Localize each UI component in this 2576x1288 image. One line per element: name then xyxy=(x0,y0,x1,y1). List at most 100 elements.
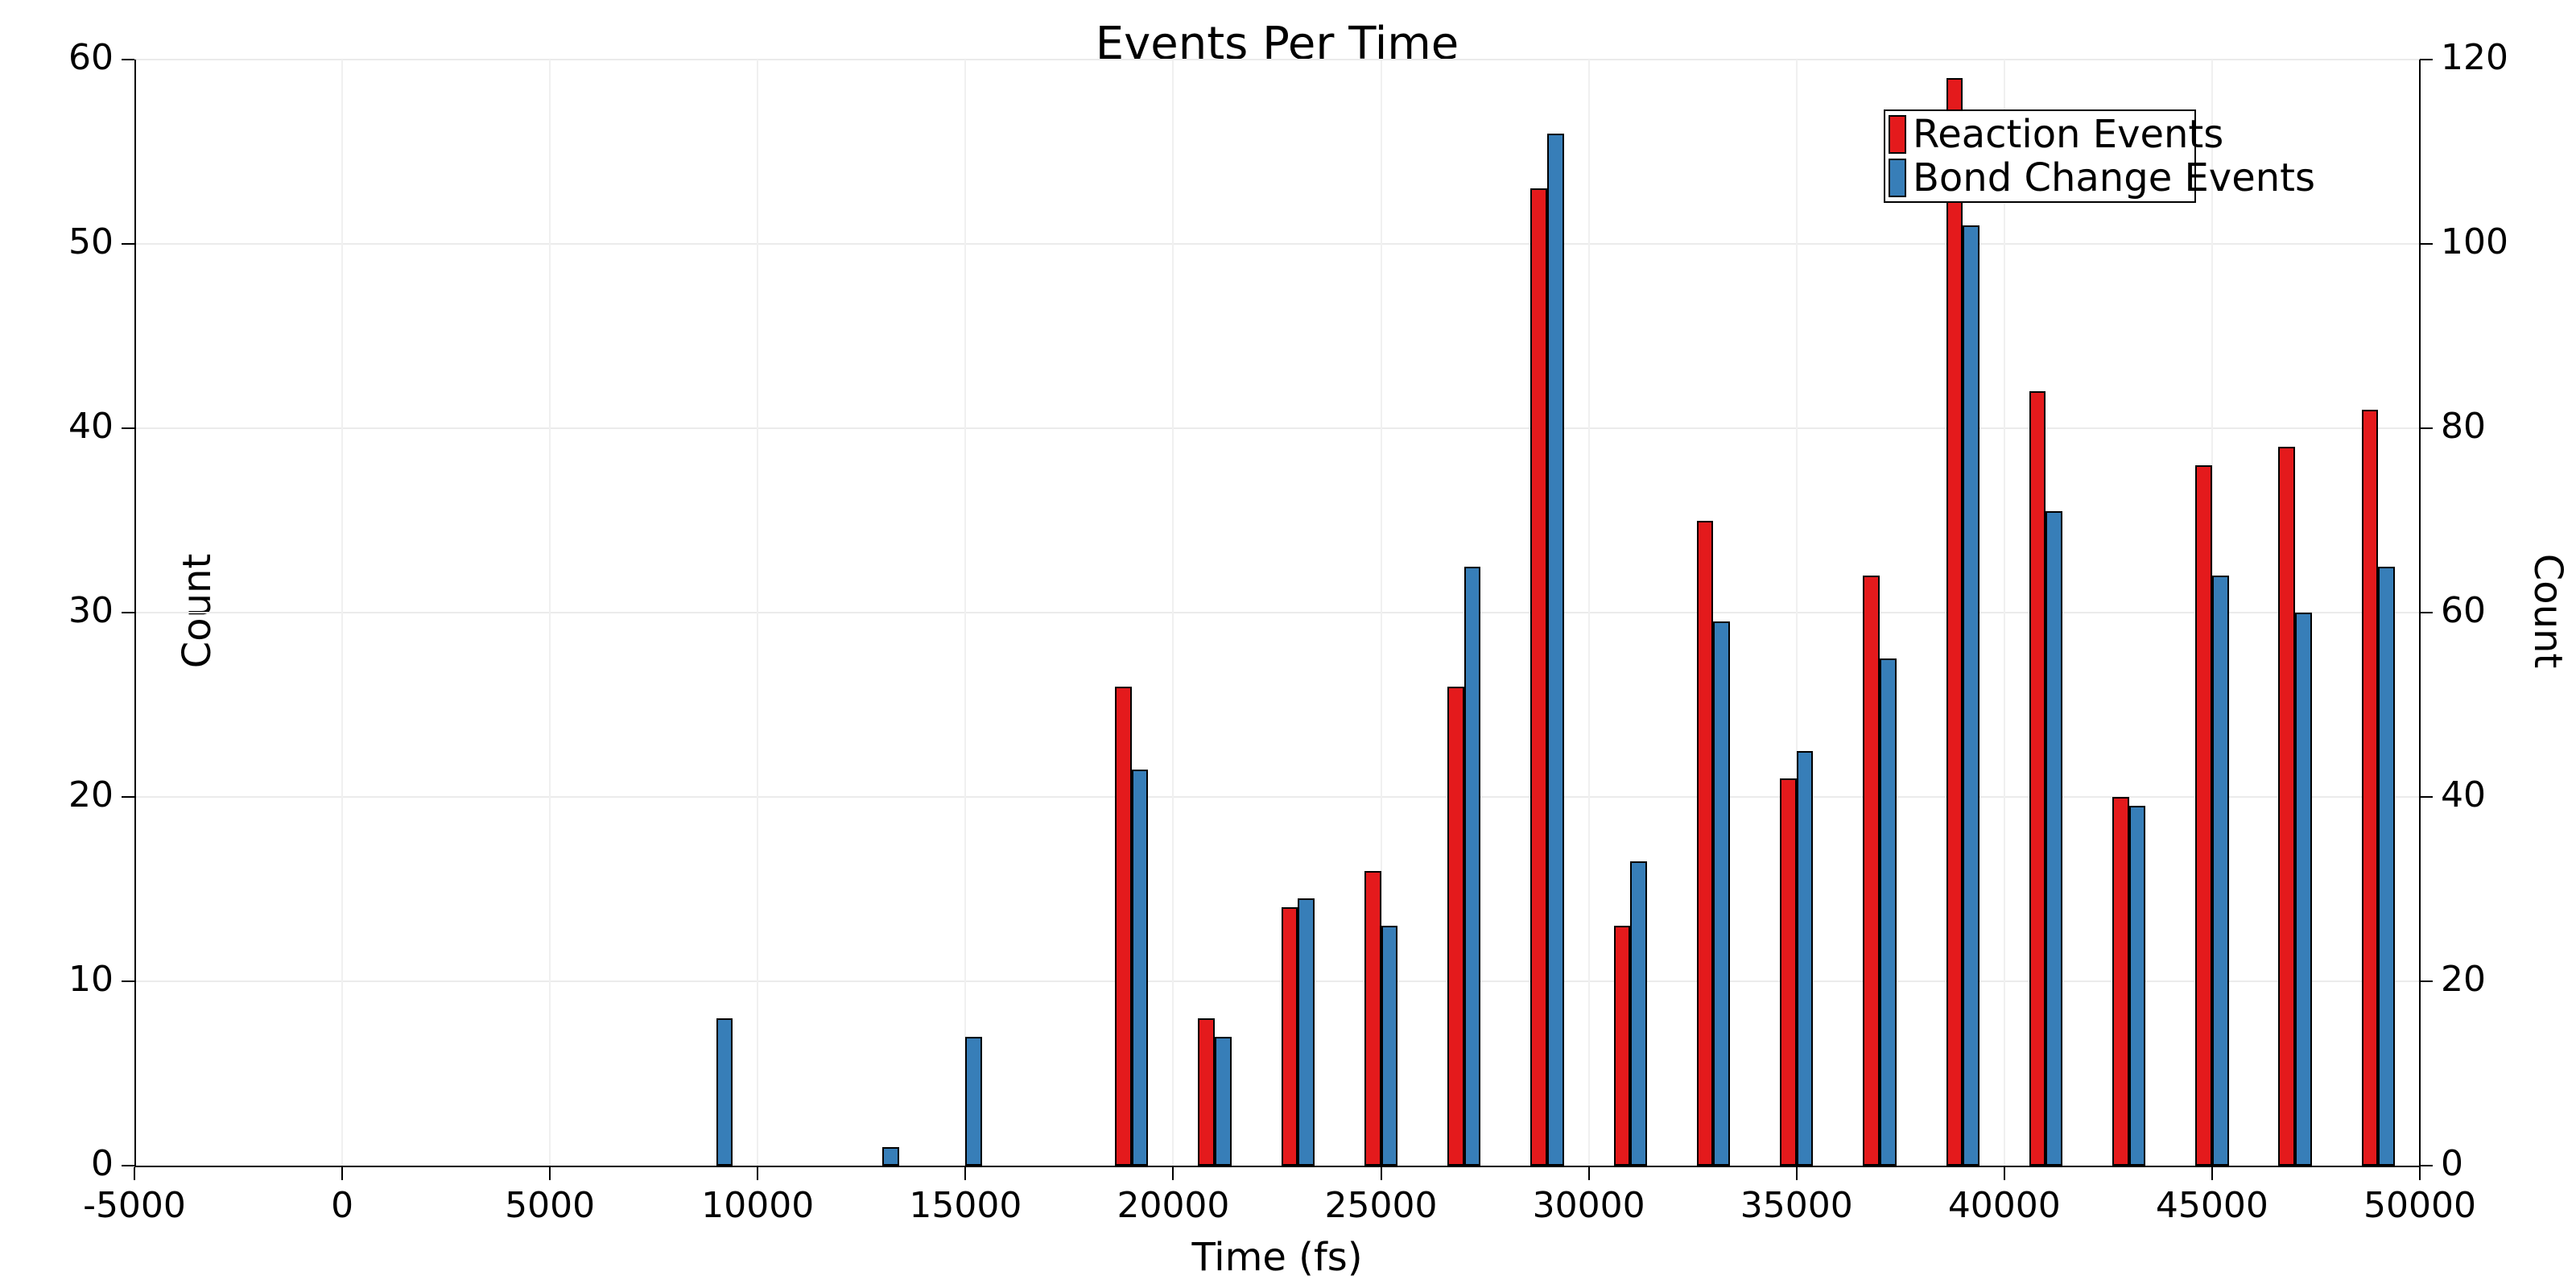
bar-reaction-events xyxy=(2361,410,2379,1166)
bar-reaction-events xyxy=(1780,778,1797,1166)
bar-bond-change-events xyxy=(1630,861,1647,1166)
bar-reaction-events xyxy=(2112,797,2129,1166)
h-gridline xyxy=(134,427,2420,429)
h-gridline xyxy=(134,612,2420,613)
bar-bond-change-events xyxy=(1963,225,1979,1166)
bar-bond-change-events xyxy=(1547,133,1564,1166)
v-gridline xyxy=(757,60,759,1166)
y-tick-label-right: 20 xyxy=(2441,959,2486,1000)
bar-reaction-events xyxy=(2195,464,2212,1166)
y-tick-right xyxy=(2420,1165,2433,1166)
bar-bond-change-events xyxy=(1215,1036,1232,1166)
x-tick xyxy=(549,1167,551,1180)
y-axis-label-left: Count xyxy=(175,553,220,669)
v-gridline xyxy=(549,60,551,1166)
y-tick-label-left: 10 xyxy=(68,959,114,1000)
v-gridline xyxy=(341,60,344,1166)
bar-reaction-events xyxy=(1946,77,1963,1166)
v-gridline xyxy=(1380,60,1382,1166)
x-tick xyxy=(1587,1167,1590,1180)
bar-reaction-events xyxy=(1530,188,1547,1166)
legend-label: Bond Change Events xyxy=(1913,155,2315,200)
y-tick-label-right: 80 xyxy=(2441,406,2486,447)
y-tick-label-right: 40 xyxy=(2441,774,2486,815)
y-tick-label-left: 50 xyxy=(68,221,114,262)
x-tick xyxy=(1380,1167,1382,1180)
y-tick-label-left: 40 xyxy=(68,406,114,447)
x-tick xyxy=(2211,1167,2213,1180)
y-tick-label-left: 0 xyxy=(91,1143,114,1184)
y-tick-label-left: 20 xyxy=(68,774,114,815)
x-tick xyxy=(341,1167,344,1180)
x-axis-label: Time (fs) xyxy=(1191,1235,1363,1280)
y-tick-right xyxy=(2420,980,2433,982)
y-tick-label-left: 60 xyxy=(68,37,114,78)
left-spine xyxy=(134,60,136,1167)
h-gridline xyxy=(134,980,2420,982)
bar-bond-change-events xyxy=(2378,566,2396,1166)
bar-reaction-events xyxy=(1447,686,1464,1166)
x-tick xyxy=(964,1167,967,1180)
bar-reaction-events xyxy=(2278,446,2296,1166)
x-tick xyxy=(1172,1167,1174,1180)
bar-reaction-events xyxy=(1863,576,1880,1166)
v-gridline xyxy=(1587,60,1590,1166)
y-tick-left xyxy=(122,612,134,613)
bar-bond-change-events xyxy=(716,1018,733,1166)
x-tick-label: 10000 xyxy=(701,1185,815,1226)
chart-title: Events Per Time xyxy=(1095,18,1459,70)
y-tick-right xyxy=(2420,59,2433,60)
y-tick-right xyxy=(2420,612,2433,613)
bar-bond-change-events xyxy=(1381,926,1398,1166)
x-tick xyxy=(2003,1167,2005,1180)
bar-reaction-events xyxy=(1613,926,1631,1166)
v-gridline xyxy=(2003,60,2005,1166)
y-tick-label-right: 60 xyxy=(2441,590,2486,631)
bar-reaction-events xyxy=(1115,686,1132,1166)
right-spine xyxy=(2419,60,2421,1167)
x-tick-label: 15000 xyxy=(909,1185,1022,1226)
x-tick-label: 35000 xyxy=(1740,1185,1853,1226)
h-gridline xyxy=(134,796,2420,798)
h-gridline xyxy=(134,59,2420,60)
v-gridline xyxy=(964,60,967,1166)
y-tick-left xyxy=(122,796,134,798)
y-tick-label-right: 0 xyxy=(2441,1143,2463,1184)
x-tick xyxy=(1795,1167,1798,1180)
x-tick-label: 5000 xyxy=(505,1185,596,1226)
legend-swatch-blue xyxy=(1889,158,1906,197)
bar-reaction-events xyxy=(1364,870,1381,1166)
legend-item-reaction-events: Reaction Events xyxy=(1889,114,2223,155)
bar-reaction-events xyxy=(2029,391,2046,1166)
x-tick-label: 25000 xyxy=(1324,1185,1438,1226)
legend: Reaction Events Bond Change Events xyxy=(1884,109,2315,203)
x-tick xyxy=(2419,1167,2421,1180)
x-tick-label: 50000 xyxy=(2363,1185,2476,1226)
y-tick-left xyxy=(122,980,134,982)
y-tick-right xyxy=(2420,427,2433,429)
bar-reaction-events xyxy=(1281,907,1298,1166)
bar-bond-change-events xyxy=(2128,806,2146,1166)
x-tick-label: 30000 xyxy=(1532,1185,1645,1226)
bar-bond-change-events xyxy=(2046,511,2063,1166)
bar-bond-change-events xyxy=(1298,898,1315,1166)
y-tick-left xyxy=(122,243,134,245)
y-tick-label-right: 100 xyxy=(2441,221,2508,262)
bar-bond-change-events xyxy=(1879,658,1897,1166)
bar-bond-change-events xyxy=(1131,769,1149,1166)
legend-item-bond-change-events: Bond Change Events xyxy=(1889,157,2315,199)
bar-bond-change-events xyxy=(2211,576,2229,1166)
bar-reaction-events xyxy=(1198,1018,1216,1166)
bar-bond-change-events xyxy=(1796,750,1814,1166)
bar-bond-change-events xyxy=(2295,613,2312,1166)
x-tick-label: 40000 xyxy=(1947,1185,2061,1226)
bar-reaction-events xyxy=(1696,520,1714,1166)
v-gridline xyxy=(1795,60,1798,1166)
h-gridline xyxy=(134,243,2420,245)
y-tick-right xyxy=(2420,796,2433,798)
bar-bond-change-events xyxy=(882,1147,899,1166)
y-tick-left xyxy=(122,1165,134,1166)
legend-label: Reaction Events xyxy=(1913,112,2224,158)
v-gridline xyxy=(1172,60,1174,1166)
